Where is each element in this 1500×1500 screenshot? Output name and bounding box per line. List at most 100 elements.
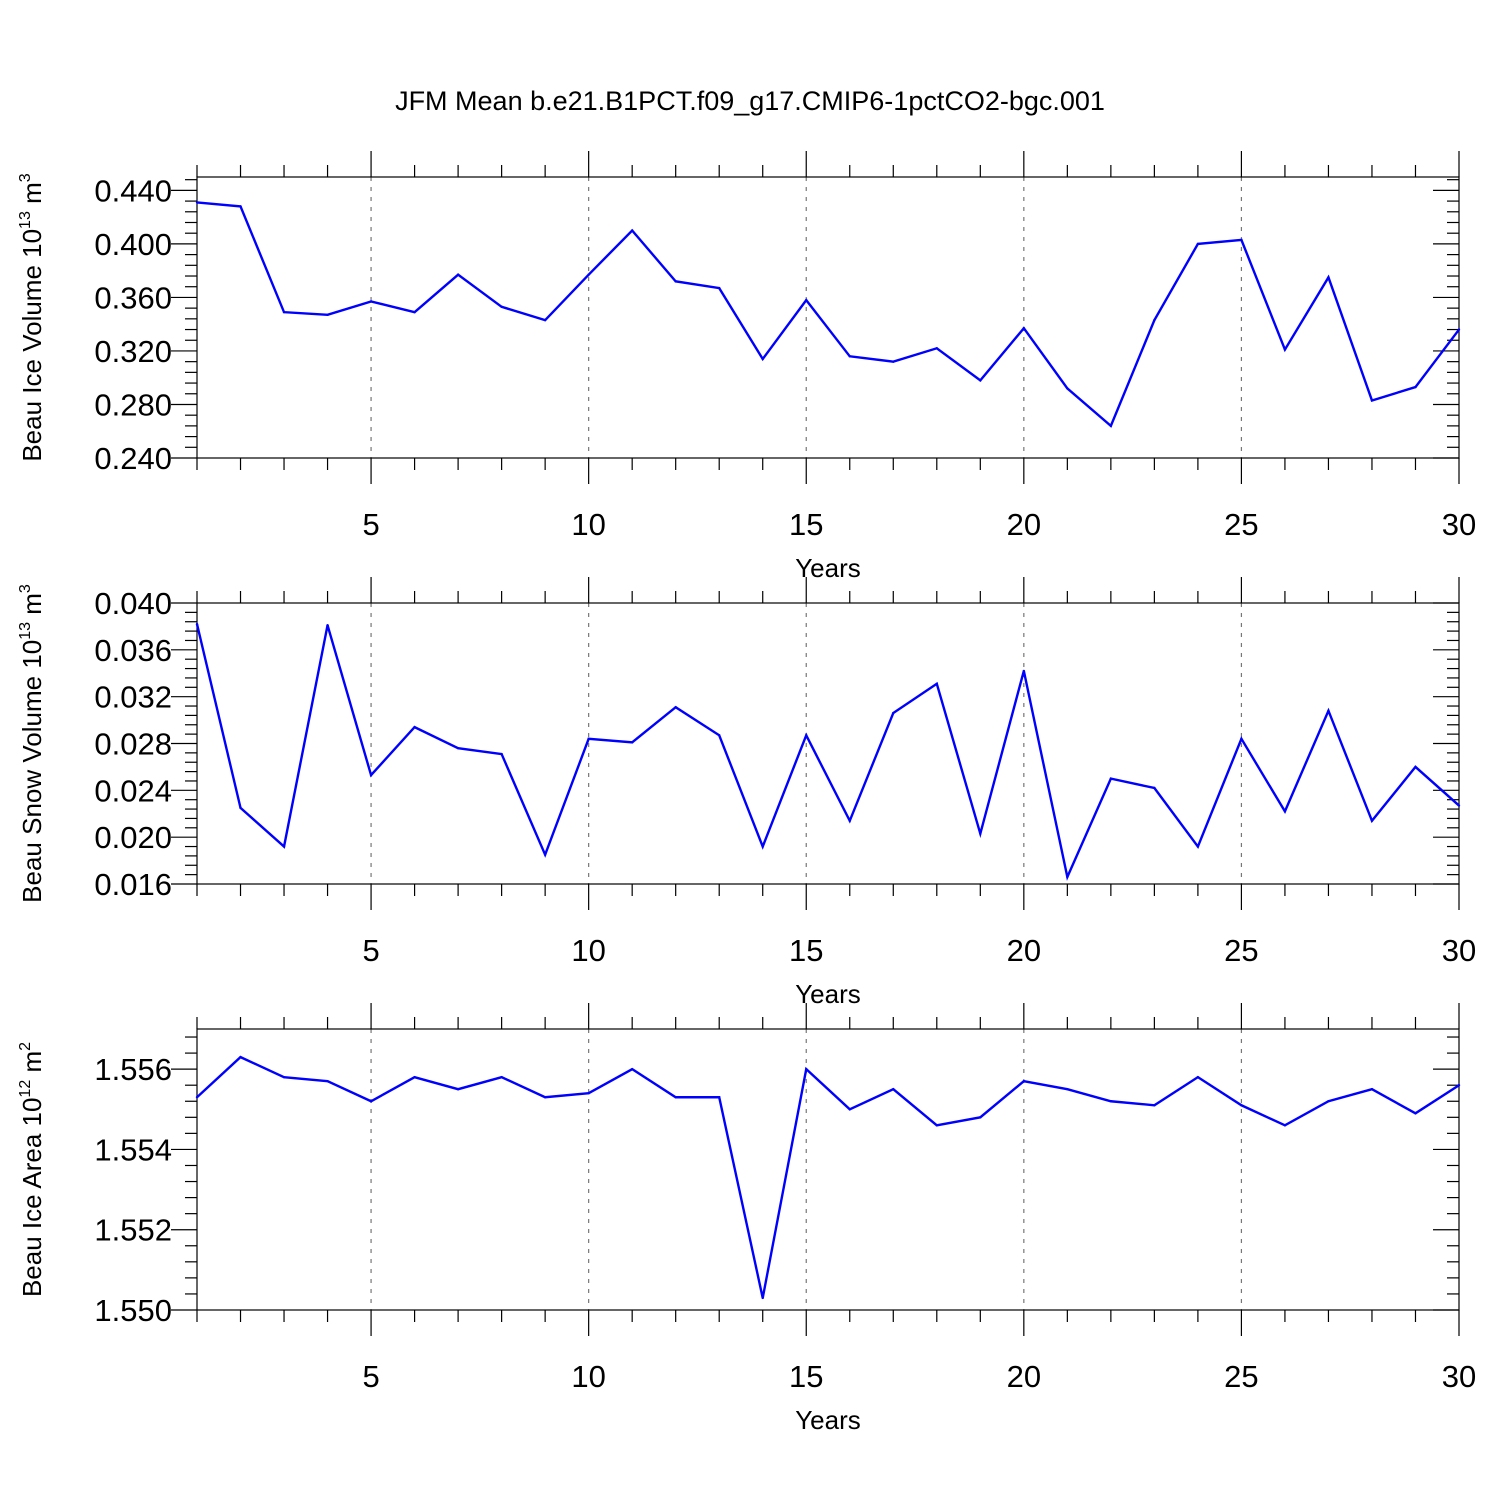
data-line bbox=[195, 623, 1460, 881]
data-point bbox=[239, 806, 242, 810]
y-axis-label: Beau Snow Volume 1013 m3 bbox=[17, 584, 47, 903]
data-point bbox=[1414, 765, 1417, 769]
y-tick-label: 0.028 bbox=[94, 727, 172, 762]
data-point bbox=[1414, 385, 1417, 389]
y-tick-label: 0.036 bbox=[94, 633, 172, 668]
data-point bbox=[1283, 1124, 1287, 1127]
x-tick-label: 5 bbox=[362, 1359, 379, 1394]
y-tick-label: 0.024 bbox=[94, 773, 172, 808]
data-point bbox=[979, 832, 982, 835]
data-point bbox=[630, 741, 634, 744]
data-point bbox=[543, 1096, 547, 1099]
data-point bbox=[413, 310, 416, 314]
data-point bbox=[456, 1088, 460, 1091]
data-point bbox=[848, 355, 851, 358]
x-axis-label: Years bbox=[795, 553, 861, 583]
data-point bbox=[848, 1108, 851, 1111]
y-tick-label: 0.400 bbox=[94, 227, 172, 262]
data-point bbox=[282, 845, 286, 848]
data-point bbox=[761, 1296, 764, 1300]
data-point bbox=[848, 819, 851, 822]
data-point bbox=[543, 318, 547, 322]
data-point bbox=[1066, 875, 1069, 879]
y-tick-label: 1.554 bbox=[94, 1132, 172, 1167]
data-point bbox=[369, 773, 373, 777]
data-point bbox=[805, 734, 808, 737]
data-point bbox=[456, 273, 460, 276]
data-point bbox=[1240, 737, 1243, 741]
x-tick-label: 10 bbox=[571, 933, 605, 968]
data-point bbox=[935, 1124, 938, 1127]
data-point bbox=[935, 682, 938, 685]
y-axis-label: Beau Ice Area 1012 m2 bbox=[17, 1042, 47, 1297]
data-point bbox=[239, 205, 242, 208]
data-point bbox=[674, 1096, 677, 1099]
data-point bbox=[1327, 709, 1330, 712]
data-point bbox=[282, 310, 286, 314]
data-point bbox=[892, 711, 895, 715]
data-point bbox=[1153, 1104, 1156, 1107]
data-point bbox=[587, 1092, 590, 1095]
data-point bbox=[1283, 348, 1287, 351]
data-point bbox=[587, 737, 590, 741]
x-tick-label: 30 bbox=[1442, 933, 1476, 968]
x-tick-label: 30 bbox=[1442, 1359, 1476, 1394]
y-tick-label: 0.280 bbox=[94, 387, 172, 422]
x-tick-label: 20 bbox=[1007, 1359, 1041, 1394]
data-point bbox=[1414, 1112, 1417, 1115]
y-tick-label: 0.032 bbox=[94, 680, 172, 715]
data-point bbox=[892, 1088, 895, 1091]
data-point bbox=[413, 1075, 416, 1079]
data-point bbox=[630, 1067, 634, 1071]
data-point bbox=[369, 1100, 373, 1103]
data-point bbox=[1370, 399, 1374, 402]
data-point bbox=[979, 1116, 982, 1119]
x-tick-label: 25 bbox=[1224, 507, 1258, 542]
data-point bbox=[630, 229, 634, 232]
data-point bbox=[1196, 845, 1200, 848]
panel-3: 1.550 1.552 1.554 1.556 5 10 15 20 25 30 Years Beau… bbox=[17, 1003, 1476, 1435]
x-tick-label: 15 bbox=[789, 933, 823, 968]
data-point bbox=[1022, 327, 1026, 330]
data-point bbox=[587, 273, 590, 276]
data-point bbox=[1370, 1088, 1374, 1091]
page-title: JFM Mean b.e21.B1PCT.f09_g17.CMIP6-1pctC… bbox=[395, 86, 1105, 116]
data-point bbox=[761, 357, 764, 361]
data-point bbox=[456, 746, 460, 750]
x-tick-label: 25 bbox=[1224, 933, 1258, 968]
data-point bbox=[1457, 328, 1461, 331]
data-point bbox=[282, 1075, 286, 1079]
data-point bbox=[1457, 1084, 1461, 1087]
data-point bbox=[892, 360, 895, 363]
data-point bbox=[674, 706, 677, 709]
data-point bbox=[413, 725, 416, 729]
x-tick-label: 25 bbox=[1224, 1359, 1258, 1394]
data-point bbox=[326, 1079, 329, 1083]
data-point bbox=[326, 624, 329, 627]
data-point bbox=[1022, 1079, 1026, 1083]
data-point bbox=[1240, 238, 1243, 242]
data-point bbox=[805, 1067, 808, 1071]
data-point bbox=[718, 734, 721, 737]
y-tick-label: 0.016 bbox=[94, 867, 172, 902]
x-tick-label: 10 bbox=[571, 1359, 605, 1394]
data-point bbox=[1066, 387, 1069, 390]
y-tick-label: 1.552 bbox=[94, 1213, 172, 1248]
x-tick-label: 20 bbox=[1007, 933, 1041, 968]
data-point bbox=[326, 313, 329, 317]
y-tick-label: 1.550 bbox=[94, 1293, 172, 1328]
data-point bbox=[1283, 810, 1287, 813]
data-point bbox=[500, 752, 503, 756]
y-axis-label: Beau Ice Volume 1013 m3 bbox=[17, 173, 47, 461]
x-tick-label: 5 bbox=[362, 507, 379, 542]
data-point bbox=[935, 347, 938, 350]
data-point bbox=[1327, 1100, 1330, 1103]
y-tick-label: 0.440 bbox=[94, 173, 172, 208]
x-tick-label: 20 bbox=[1007, 507, 1041, 542]
data-point bbox=[1240, 1104, 1243, 1107]
data-point bbox=[1022, 669, 1026, 673]
data-point bbox=[674, 280, 677, 283]
data-point bbox=[500, 1075, 503, 1079]
y-tick-label: 0.240 bbox=[94, 441, 172, 476]
panel-2: 0.016 0.020 0.024 0.028 0.032 0.036 0.040 5 10 15… bbox=[17, 577, 1476, 1009]
